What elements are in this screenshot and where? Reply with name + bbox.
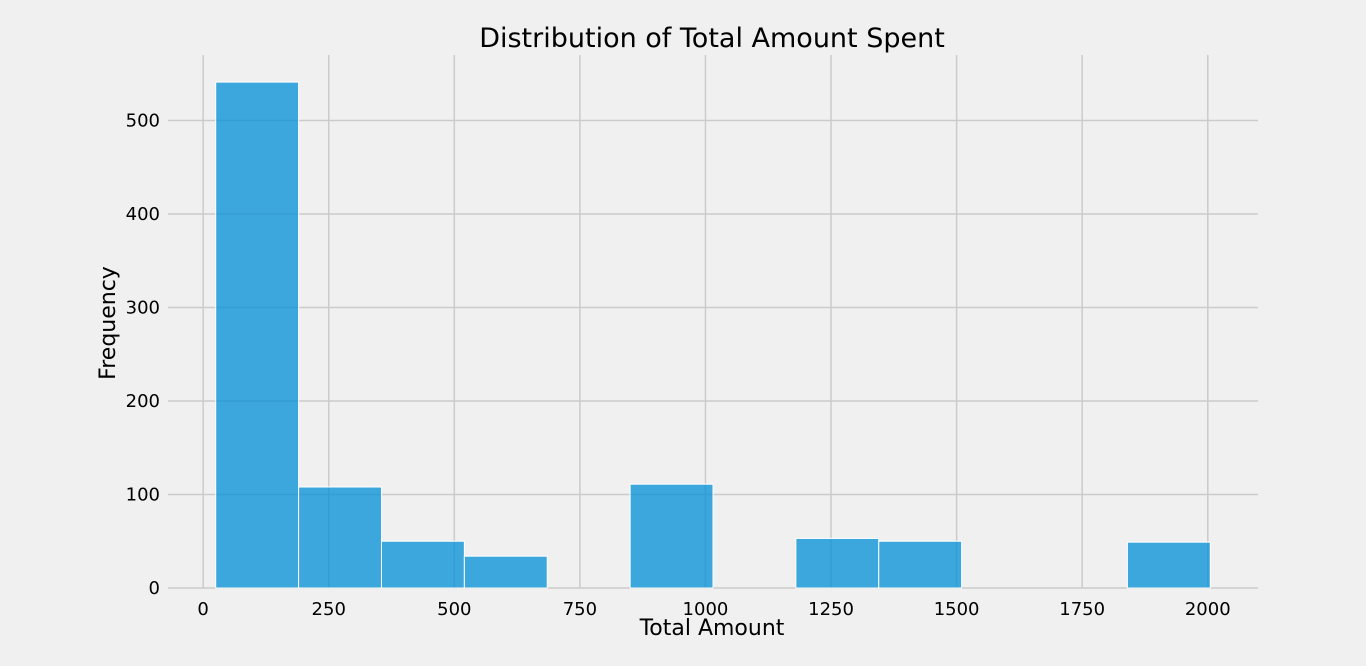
histogram-bar xyxy=(629,483,714,589)
histogram-bar xyxy=(463,555,548,589)
x-tick-label: 1250 xyxy=(808,599,854,620)
x-tick-label: 1750 xyxy=(1059,599,1105,620)
y-tick-label: 100 xyxy=(126,484,160,505)
x-tick-label: 0 xyxy=(197,599,208,620)
y-tick-label: 0 xyxy=(149,578,160,599)
y-tick-label: 500 xyxy=(126,110,160,131)
x-axis-label: Total Amount xyxy=(639,616,785,641)
y-axis-label: Frequency xyxy=(96,266,121,380)
histogram-bar xyxy=(298,486,382,589)
x-tick-label: 500 xyxy=(437,599,471,620)
y-tick-labels: 0 100 200 300 400 500 xyxy=(126,110,160,599)
x-tick-label: 750 xyxy=(563,599,597,620)
histogram-bar xyxy=(1126,541,1211,589)
histogram-bar xyxy=(878,540,963,589)
x-tick-label: 250 xyxy=(312,599,346,620)
y-tick-label: 400 xyxy=(126,204,160,225)
y-tick-label: 300 xyxy=(126,297,160,318)
y-tick-label: 200 xyxy=(126,391,160,412)
x-tick-label: 1000 xyxy=(683,599,729,620)
histogram-bar xyxy=(795,537,880,589)
x-tick-labels: 0 250 500 750 1000 1250 1500 1750 2000 xyxy=(197,599,1230,620)
x-tick-label: 2000 xyxy=(1185,599,1231,620)
x-tick-label: 1500 xyxy=(934,599,980,620)
histogram-bar xyxy=(380,540,465,589)
bars xyxy=(215,81,1211,589)
chart-title: Distribution of Total Amount Spent xyxy=(479,23,945,54)
histogram-bar xyxy=(215,81,300,589)
